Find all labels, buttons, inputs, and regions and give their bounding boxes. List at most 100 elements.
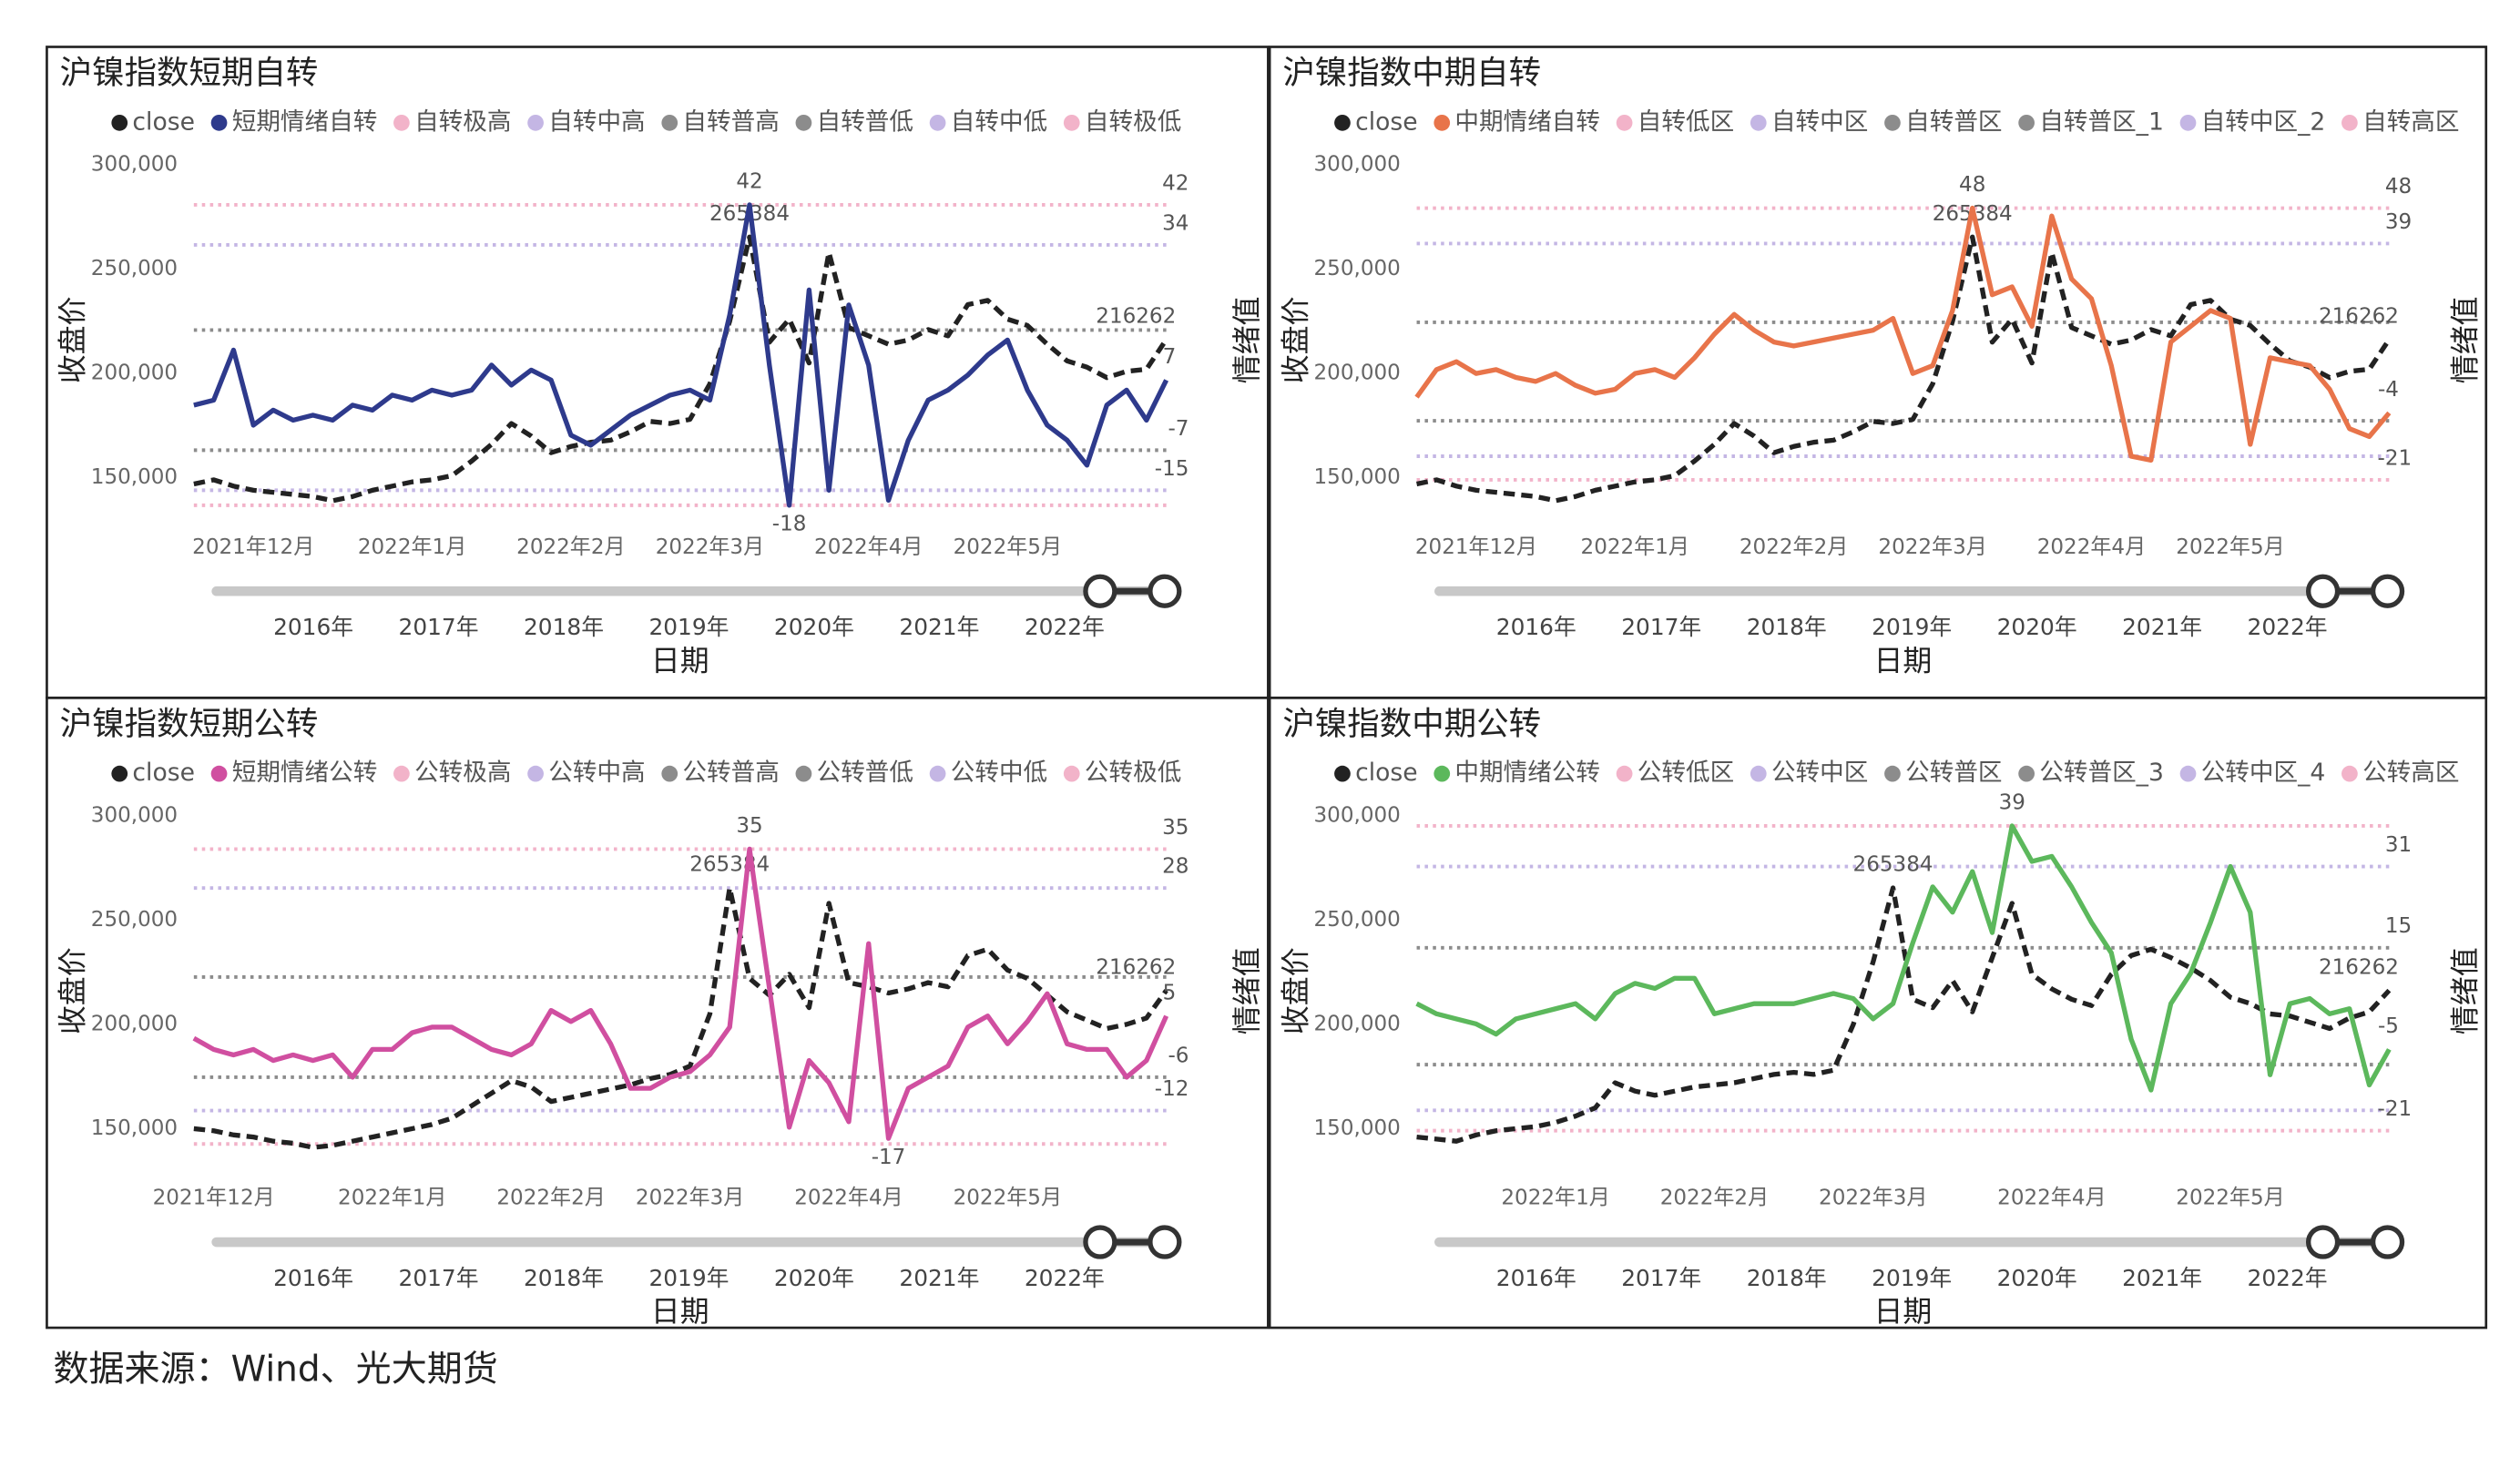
legend-label[interactable]: close [1355, 759, 1418, 787]
series-line [1416, 234, 2392, 504]
y-axis-title: 收盘价 [56, 297, 90, 384]
legend-label[interactable]: 短期情绪公转 [232, 759, 378, 787]
x-tick-label: 2022年3月 [636, 1187, 744, 1210]
legend-marker [2341, 765, 2358, 782]
chart-title: 沪镍指数短期公转 [60, 705, 319, 742]
legend-marker [2341, 114, 2358, 131]
reference-label: 42 [1162, 171, 1189, 195]
legend-label[interactable]: close [1355, 107, 1418, 136]
x-tick-label: 2022年3月 [1819, 1187, 1927, 1210]
legend-marker [1884, 765, 1901, 782]
slider-handle[interactable] [1083, 1225, 1117, 1259]
series-line [193, 885, 1168, 1150]
reference-label: 15 [2385, 914, 2412, 938]
legend-label[interactable]: 自转中区 [1771, 107, 1868, 136]
legend-label[interactable]: 公转极低 [1085, 759, 1181, 787]
legend-label[interactable]: 自转普高 [682, 107, 779, 136]
data-label: 5 [1163, 981, 1177, 1004]
legend-marker [1433, 765, 1451, 782]
legend-label[interactable]: 自转低区 [1637, 107, 1734, 136]
data-label: 42 [736, 170, 762, 194]
slider-handle[interactable] [2305, 1225, 2341, 1259]
data-label: 35 [736, 814, 762, 838]
legend-label[interactable]: 公转极高 [414, 759, 511, 787]
x-tick-label: 2022年3月 [656, 535, 764, 559]
legend-label[interactable]: 自转高区 [2362, 107, 2459, 136]
legend-marker [1750, 114, 1767, 131]
slider-year-label: 2018年 [1747, 1265, 1827, 1291]
data-label: 265384 [1853, 853, 1933, 877]
source-note: 数据来源：Wind、光大期货 [54, 1349, 498, 1390]
y-tick-label: 200,000 [1314, 1012, 1401, 1035]
legend-marker [527, 765, 544, 782]
legend-label[interactable]: 公转中高 [548, 759, 645, 787]
slider-handle[interactable] [1148, 1225, 1182, 1259]
x-tick-label: 2021年12月 [153, 1187, 275, 1210]
legend-label[interactable]: 自转中区_2 [2201, 107, 2326, 136]
x-tick-label: 2022年1月 [358, 535, 466, 559]
slider-year-label: 2016年 [1496, 614, 1576, 640]
legend-label[interactable]: 自转普区_1 [2039, 107, 2164, 136]
series-line [193, 234, 1168, 504]
legend-marker [2179, 114, 2197, 131]
slider-year-label: 2017年 [1621, 1265, 1701, 1291]
legend-marker [393, 114, 410, 131]
legend-label[interactable]: 自转中高 [548, 107, 645, 136]
x-tick-label: 2022年5月 [954, 1187, 1062, 1210]
legend-label[interactable]: 公转中区_4 [2201, 759, 2326, 787]
legend-label[interactable]: 公转高区 [2362, 759, 2459, 787]
legend-label[interactable]: 公转低区 [1637, 759, 1734, 787]
y2-axis-title: 情绪值 [2447, 297, 2482, 384]
legend-label[interactable]: 公转中区 [1771, 759, 1868, 787]
slider-year-label: 2022年 [1025, 614, 1105, 640]
legend-label[interactable]: 短期情绪自转 [232, 107, 378, 136]
reference-label: -15 [1155, 457, 1189, 481]
y2-axis-title: 情绪值 [1229, 947, 1264, 1034]
legend-label[interactable]: 公转普区_3 [2039, 759, 2164, 787]
slider-year-label: 2019年 [648, 1265, 729, 1291]
legend-label[interactable]: 中期情绪自转 [1454, 107, 1600, 136]
legend-label[interactable]: 自转中低 [951, 107, 1047, 136]
legend-label[interactable]: close [132, 759, 195, 787]
slider-year-label: 2021年 [899, 614, 979, 640]
legend-marker [111, 114, 128, 131]
legend-label[interactable]: 公转中低 [951, 759, 1047, 787]
legend-marker [393, 765, 410, 782]
slider-handle[interactable] [2305, 574, 2341, 608]
y-tick-label: 150,000 [1314, 1116, 1401, 1140]
x-axis-title: 日期 [651, 643, 709, 678]
legend-label[interactable]: close [132, 107, 195, 136]
chart-panel [1268, 696, 2488, 1330]
legend-label[interactable]: 自转极低 [1085, 107, 1181, 136]
slider-handle[interactable] [1148, 574, 1182, 608]
slider-handle[interactable] [1083, 574, 1117, 608]
reference-label: 28 [1162, 855, 1189, 879]
slider-year-label: 2018年 [524, 1265, 604, 1291]
legend-label[interactable]: 公转普高 [682, 759, 779, 787]
slider-year-label: 2017年 [399, 614, 479, 640]
slider-handle[interactable] [2370, 1225, 2405, 1259]
slider-handle[interactable] [2370, 574, 2405, 608]
legend-label[interactable]: 自转普低 [817, 107, 913, 136]
reference-label: -7 [1168, 417, 1189, 441]
reference-label: 35 [1162, 816, 1189, 840]
reference-label: -21 [2378, 1097, 2413, 1121]
chart-title: 沪镍指数中期自转 [1282, 55, 1541, 92]
y2-axis-title: 情绪值 [2447, 947, 2482, 1034]
legend-label[interactable]: 自转极高 [414, 107, 511, 136]
slider-year-label: 2019年 [1872, 1265, 1952, 1291]
legend-label[interactable]: 公转普区 [1905, 759, 2002, 787]
legend-label[interactable]: 中期情绪公转 [1454, 759, 1600, 787]
legend-label[interactable]: 自转普区 [1905, 107, 2002, 136]
data-label: 48 [1959, 173, 1985, 197]
reference-label: -21 [2378, 446, 2413, 470]
x-tick-label: 2022年4月 [1997, 1187, 2106, 1210]
x-tick-label: 2022年2月 [1660, 1187, 1769, 1210]
y-tick-label: 150,000 [91, 465, 178, 489]
x-tick-label: 2022年3月 [1878, 535, 1986, 559]
y-tick-label: 250,000 [91, 257, 178, 280]
legend-label[interactable]: 公转普低 [817, 759, 913, 787]
x-tick-label: 2022年2月 [1740, 535, 1848, 559]
x-tick-label: 2022年2月 [496, 1187, 605, 1210]
x-axis-title: 日期 [651, 1294, 709, 1329]
